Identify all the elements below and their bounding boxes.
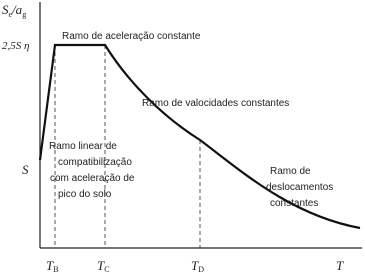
annotation: pico do solo [58,189,112,200]
x-tick-label: TC [97,258,110,274]
subscript: C [104,265,109,274]
annotation: com aceleração de [50,173,135,184]
tick-text: 2,5S [2,40,22,52]
annotation: Ramo linear de [49,141,117,152]
annotation: compatibilização [58,157,132,168]
annotation: constantes [270,198,318,209]
subscript: D [198,265,204,274]
y-axis-label: Se/ag [2,2,26,19]
symbol: T [191,258,199,273]
subscript: e [9,10,13,19]
guides [54,45,201,248]
annotation: deslocamentos [266,182,333,193]
annotation: Ramo de valocidades constantes [142,98,289,109]
x-tick-label: TD [191,258,204,274]
spectrum-curve [38,43,361,230]
tick-symbol: η [24,40,29,52]
symbol: T [97,258,105,273]
y-tick-label: S [22,162,29,177]
symbol: S [2,2,9,17]
subscript: g [22,10,26,19]
annotation: Ramo de [270,166,311,177]
annotation: Ramo de aceleração constante [62,31,201,42]
subscript: B [53,265,58,274]
symbol: T [46,258,54,273]
x-tick-label: TB [46,258,59,274]
symbol: /a [11,2,23,17]
y-tick-label: 2,5S η [2,40,29,52]
x-tick-label: T [336,258,344,273]
